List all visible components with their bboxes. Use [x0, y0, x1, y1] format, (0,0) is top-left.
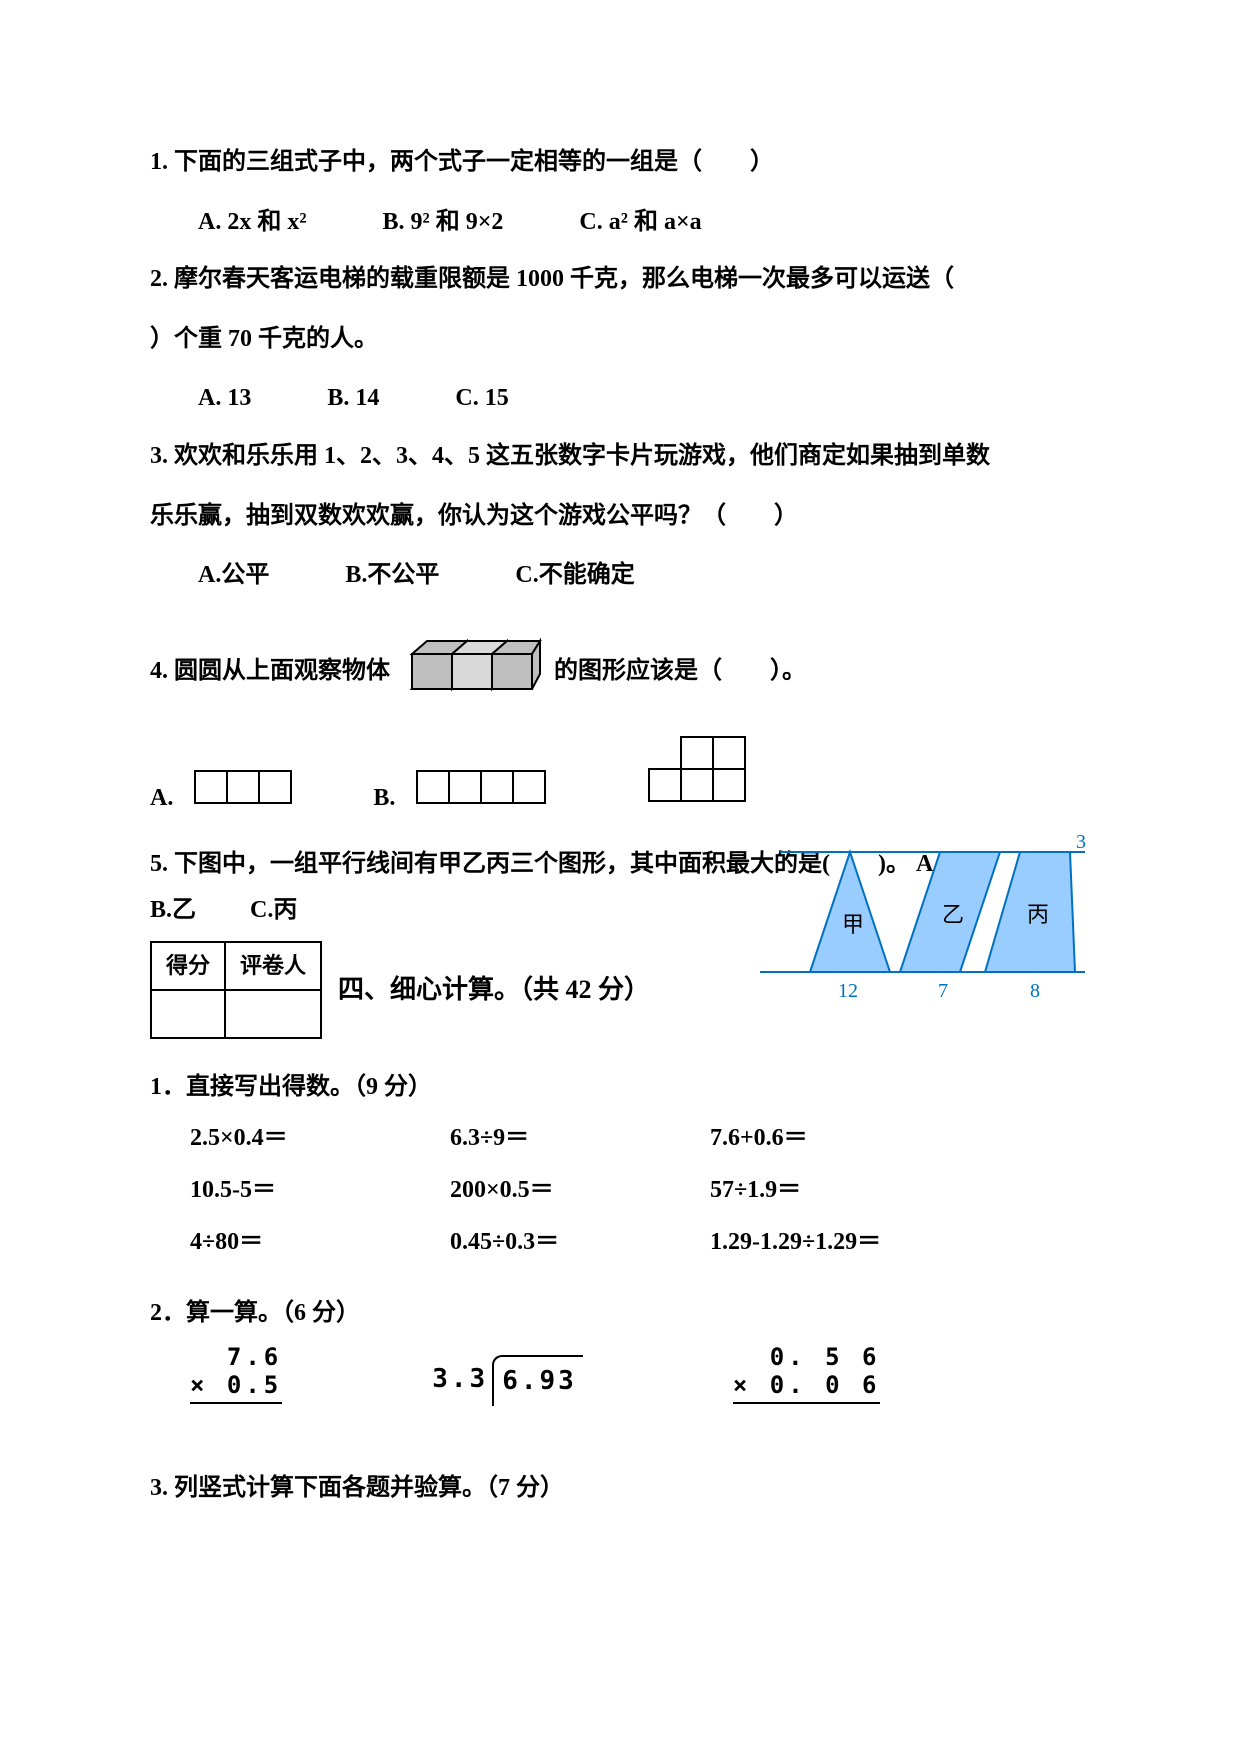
- q4-options: A. B.: [150, 735, 1090, 822]
- s2-row: 7.6 × 0.5 3.3 6.93 0. 5 6 × 0. 0 6: [190, 1343, 1090, 1406]
- q1-text: 1. 下面的三组式子中，两个式子一定相等的一组是（ ）: [150, 140, 1090, 186]
- s2-m1-bar: [190, 1402, 282, 1404]
- q2-line2: ）个重 70 千克的人。: [150, 317, 1090, 363]
- s2-div-dividend: 6.93: [492, 1355, 583, 1406]
- q5-figure: 3 甲 乙 丙 12 7 8: [750, 832, 1090, 1029]
- q4-pre: 4. 圆圆从上面观察物体: [150, 649, 390, 695]
- q4-post: 的图形应该是（ ）。: [554, 649, 806, 695]
- q3-options: A.公平 B.不公平 C.不能确定: [150, 553, 1090, 599]
- score-cell[interactable]: [151, 990, 225, 1038]
- q4-opt-c-figure: [647, 735, 747, 822]
- q2-options: A. 13 B. 14 C. 15: [150, 376, 1090, 422]
- q2-opt-c[interactable]: C. 15: [455, 376, 508, 422]
- q3-opt-a[interactable]: A.公平: [198, 553, 269, 599]
- score-h2: 评卷人: [225, 942, 321, 990]
- q3-opt-b[interactable]: B.不公平: [345, 553, 439, 599]
- s2-m1-a: 7.6: [190, 1343, 282, 1372]
- section4-header-row: 得分评卷人 四、细心计算。（共 42 分） 3 甲 乙 丙 12 7 8: [150, 941, 1090, 1039]
- s2-m2-a: 0. 5 6: [733, 1343, 881, 1372]
- score-table: 得分评卷人: [150, 941, 322, 1039]
- score-h1: 得分: [151, 942, 225, 990]
- s1-i8: 1.29-1.29÷1.29＝: [710, 1220, 1030, 1266]
- section4-title: 四、细心计算。（共 42 分）: [338, 965, 650, 1014]
- s2-div-divisor: 3.3: [432, 1355, 492, 1404]
- q5-num-b1: 12: [838, 980, 858, 1002]
- s3-title: 3. 列竖式计算下面各题并验算。（7 分）: [150, 1466, 1090, 1512]
- s1-title: 1．直接写出得数。（9 分）: [150, 1065, 1090, 1111]
- s1-i4: 200×0.5＝: [450, 1168, 710, 1214]
- s1-grid: 2.5×0.4＝ 6.3÷9＝ 7.6+0.6＝ 10.5-5＝ 200×0.5…: [190, 1116, 1090, 1265]
- q2-line1: 2. 摩尔春天客运电梯的载重限额是 1000 千克，那么电梯一次最多可以运送（: [150, 257, 1090, 303]
- s2-m1-b: × 0.5: [190, 1371, 282, 1400]
- s1-i2: 7.6+0.6＝: [710, 1116, 1030, 1162]
- q4-stem-figure: [402, 629, 542, 716]
- s1-i0: 2.5×0.4＝: [190, 1116, 450, 1162]
- q2-opt-b[interactable]: B. 14: [327, 376, 379, 422]
- q5-num-b2: 7: [938, 980, 948, 1002]
- grader-cell[interactable]: [225, 990, 321, 1038]
- q3-opt-c[interactable]: C.不能确定: [515, 553, 634, 599]
- q5-num-top: 3: [1076, 832, 1086, 853]
- q4-row: 4. 圆圆从上面观察物体 的图形应该是（ ）。: [150, 629, 1090, 716]
- q1-opt-b[interactable]: B. 9² 和 9×2: [383, 200, 504, 246]
- s1-i6: 4÷80＝: [190, 1220, 450, 1266]
- q5-label-bing: 丙: [1027, 902, 1049, 927]
- s1-i3: 10.5-5＝: [190, 1168, 450, 1214]
- q5-opt-b[interactable]: B.乙: [150, 897, 196, 923]
- q1-opt-c[interactable]: C. a² 和 a×a: [579, 200, 701, 246]
- q5-label-jia: 甲: [842, 912, 864, 937]
- s1-i5: 57÷1.9＝: [710, 1168, 1030, 1214]
- q4-opt-a-figure: [193, 769, 293, 822]
- q4-opt-a-label[interactable]: A.: [150, 776, 173, 822]
- q1-options: A. 2x 和 x² B. 9² 和 9×2 C. a² 和 a×a: [150, 200, 1090, 246]
- q5-num-b3: 8: [1030, 980, 1040, 1002]
- s2-m1: 7.6 × 0.5: [190, 1343, 282, 1405]
- q1-opt-a[interactable]: A. 2x 和 x²: [198, 200, 307, 246]
- q5-label-yi: 乙: [942, 902, 964, 927]
- s1-i7: 0.45÷0.3＝: [450, 1220, 710, 1266]
- s2-m2-b: × 0. 0 6: [733, 1371, 881, 1400]
- q3-line1: 3. 欢欢和乐乐用 1、2、3、4、5 这五张数字卡片玩游戏，他们商定如果抽到单…: [150, 434, 1090, 480]
- s2-div: 3.3 6.93: [432, 1355, 583, 1406]
- s2-title: 2．算一算。（6 分）: [150, 1291, 1090, 1337]
- q3-line2: 乐乐赢，抽到双数欢欢赢，你认为这个游戏公平吗？（ ）: [150, 494, 1090, 540]
- q5-opt-c[interactable]: C.丙: [250, 897, 297, 923]
- q4-opt-b-figure: [415, 769, 547, 822]
- s1-i1: 6.3÷9＝: [450, 1116, 710, 1162]
- q2-opt-a[interactable]: A. 13: [198, 376, 251, 422]
- q4-opt-b-label[interactable]: B.: [373, 776, 395, 822]
- s2-m2: 0. 5 6 × 0. 0 6: [733, 1343, 881, 1405]
- s2-m2-bar: [733, 1402, 881, 1404]
